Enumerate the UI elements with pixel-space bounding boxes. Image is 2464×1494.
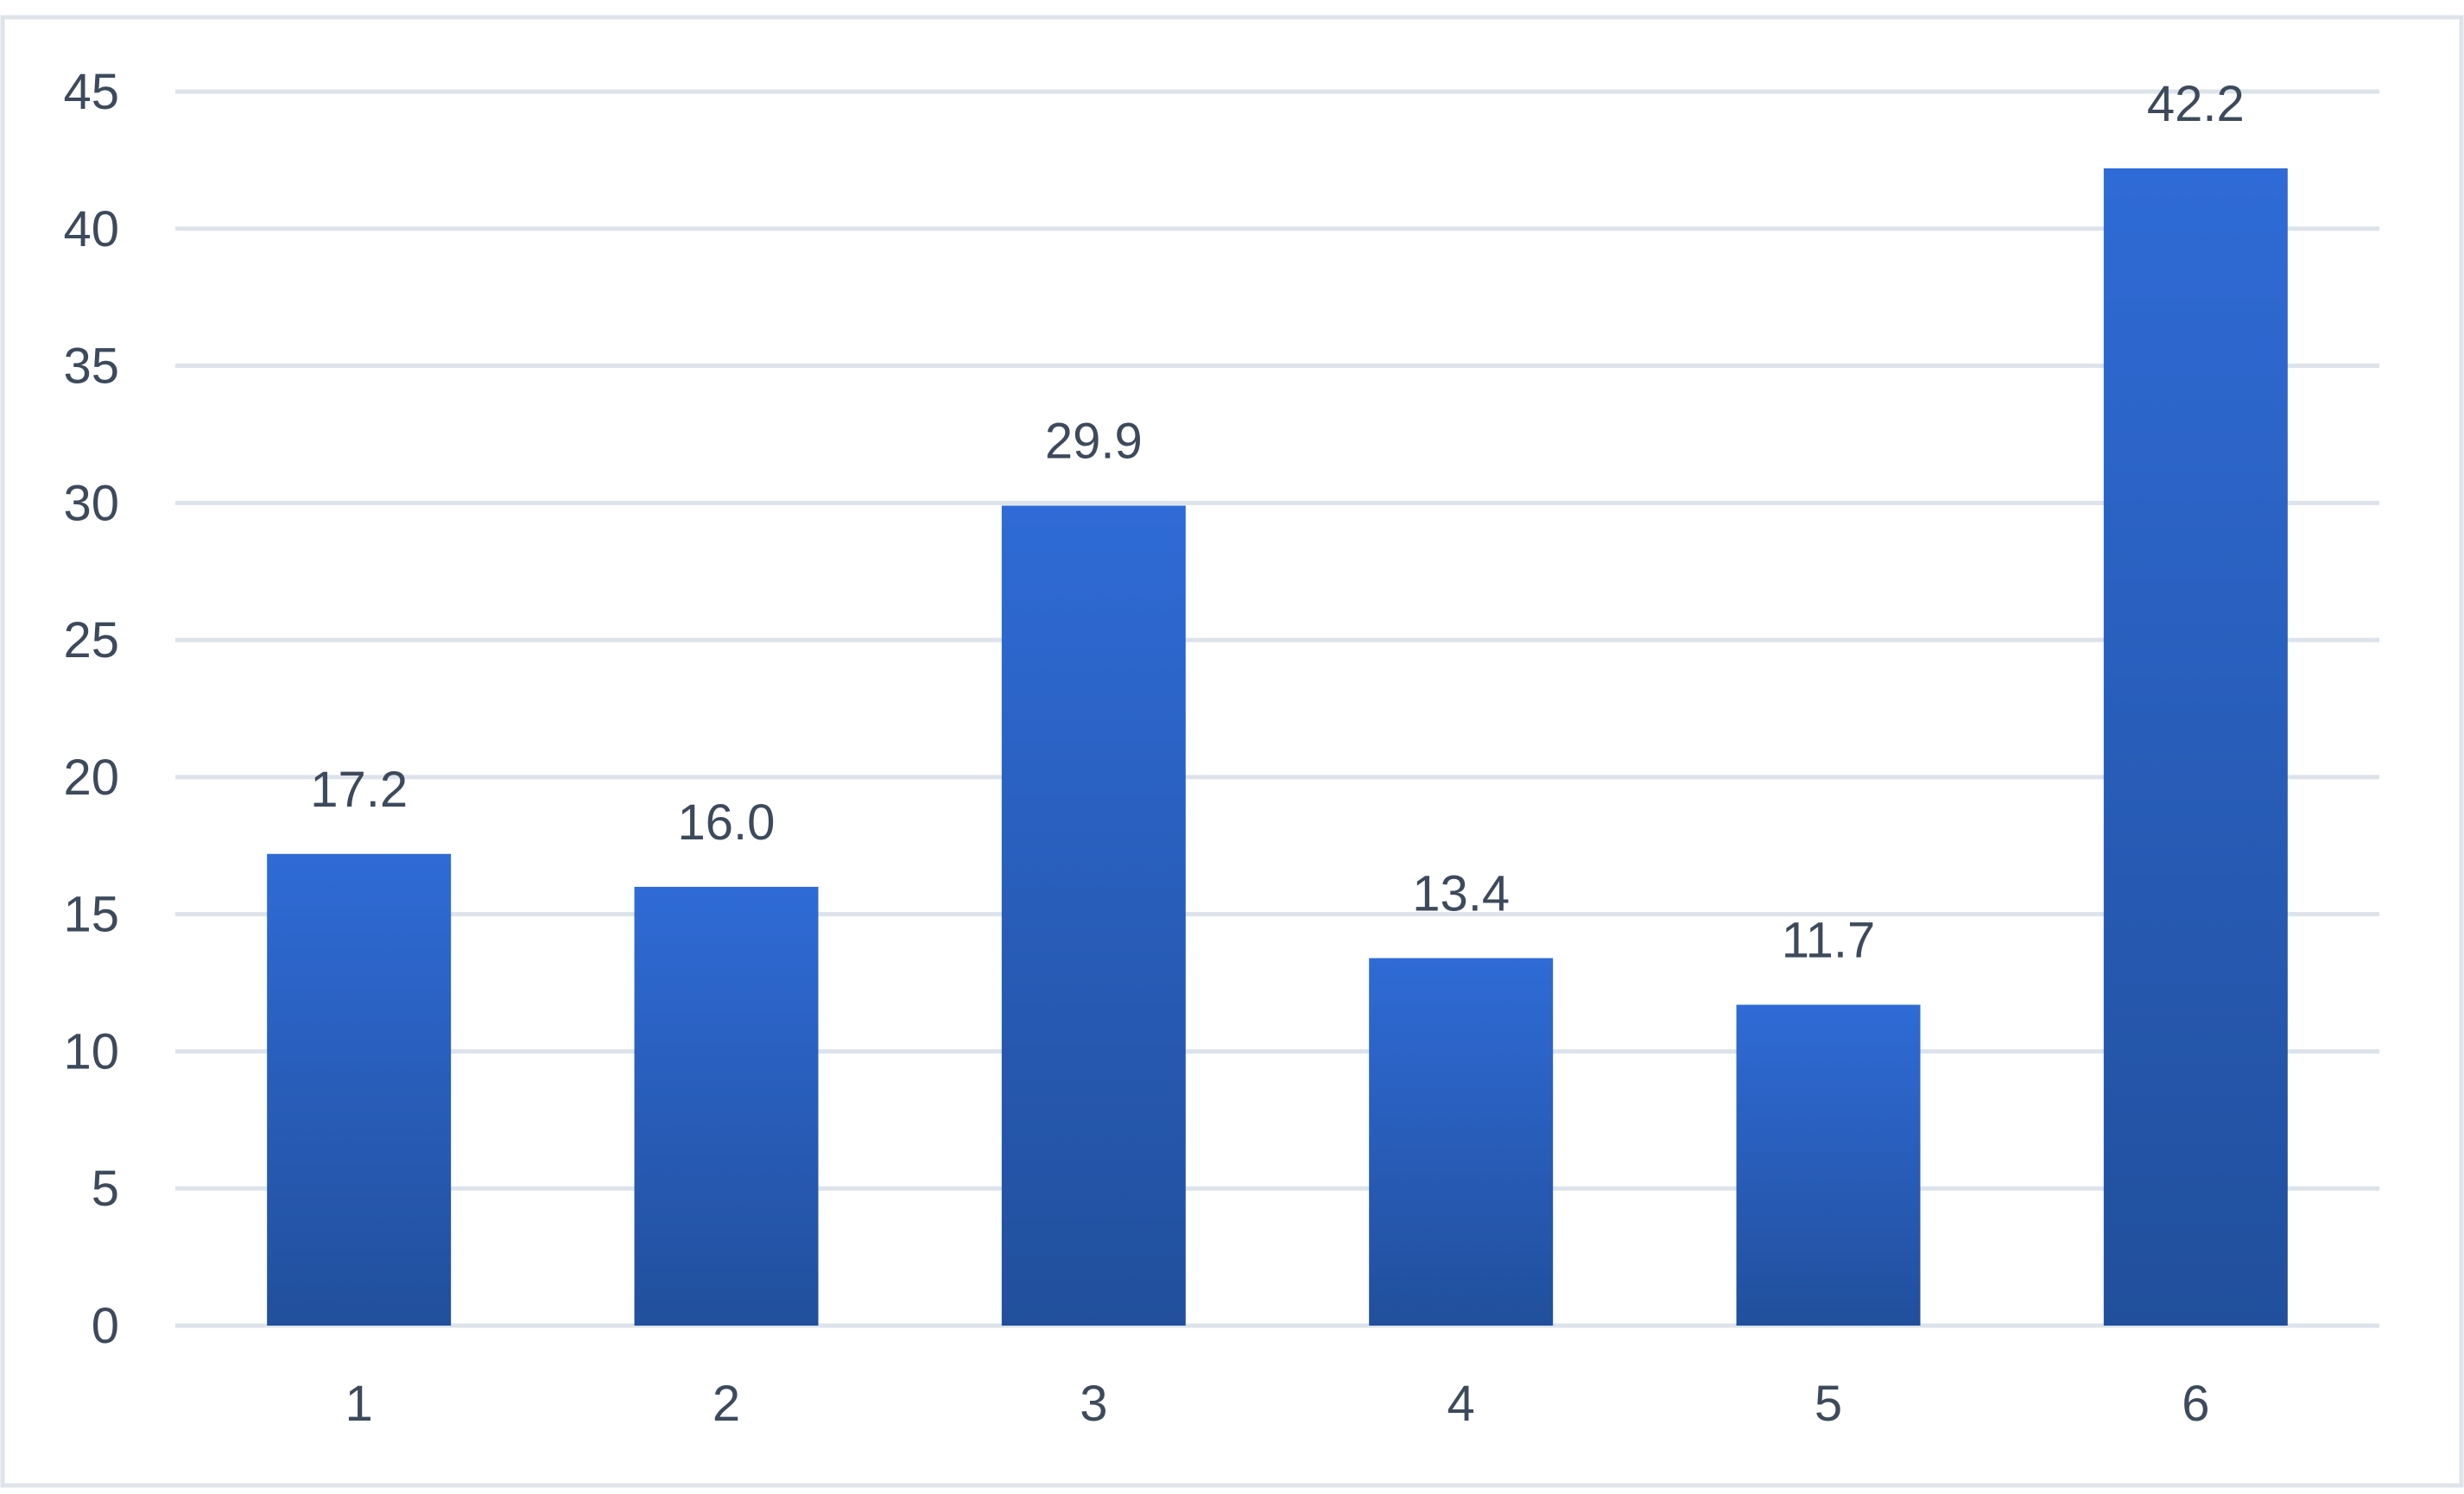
- y-tick-label: 30: [63, 475, 119, 531]
- y-tick-label: 15: [63, 887, 119, 943]
- bar-1: [267, 853, 452, 1326]
- bar-6: [2103, 168, 2288, 1326]
- x-tick-label: 6: [2182, 1376, 2209, 1432]
- data-label-3: 29.9: [1045, 414, 1143, 470]
- x-axis-ticks: 1 2 3 4 5 6: [345, 1376, 2210, 1432]
- y-axis-ticks: 0 5 10 15 20 25 30 35 40 45: [63, 64, 119, 1354]
- x-tick-label: 5: [1815, 1376, 1842, 1432]
- gridlines: [175, 89, 2379, 1328]
- x-tick-label: 1: [345, 1376, 373, 1432]
- chart-border: [0, 15, 2464, 1488]
- data-label-2: 16.0: [678, 794, 776, 851]
- y-tick-label: 5: [92, 1161, 119, 1217]
- bar-4: [1369, 958, 1554, 1326]
- bar-3: [1001, 505, 1186, 1326]
- x-tick-label: 2: [713, 1376, 740, 1432]
- data-label-5: 11.7: [1782, 912, 1876, 968]
- data-label-4: 13.4: [1412, 865, 1510, 921]
- bars: [267, 168, 2288, 1326]
- bar-2: [634, 886, 819, 1326]
- y-tick-label: 10: [63, 1023, 119, 1079]
- y-tick-label: 35: [63, 339, 119, 395]
- x-tick-label: 3: [1080, 1376, 1107, 1432]
- data-labels: 17.2 16.0 29.9 13.4 11.7 42.2: [310, 76, 2245, 969]
- y-tick-label: 0: [92, 1298, 119, 1354]
- bar-5: [1736, 1004, 1921, 1326]
- data-label-6: 42.2: [2147, 76, 2245, 132]
- x-tick-label: 4: [1447, 1376, 1475, 1432]
- data-label-1: 17.2: [310, 762, 408, 818]
- y-tick-label: 25: [63, 612, 119, 668]
- y-tick-label: 20: [63, 750, 119, 806]
- y-tick-label: 40: [63, 201, 119, 257]
- y-tick-label: 45: [63, 64, 119, 120]
